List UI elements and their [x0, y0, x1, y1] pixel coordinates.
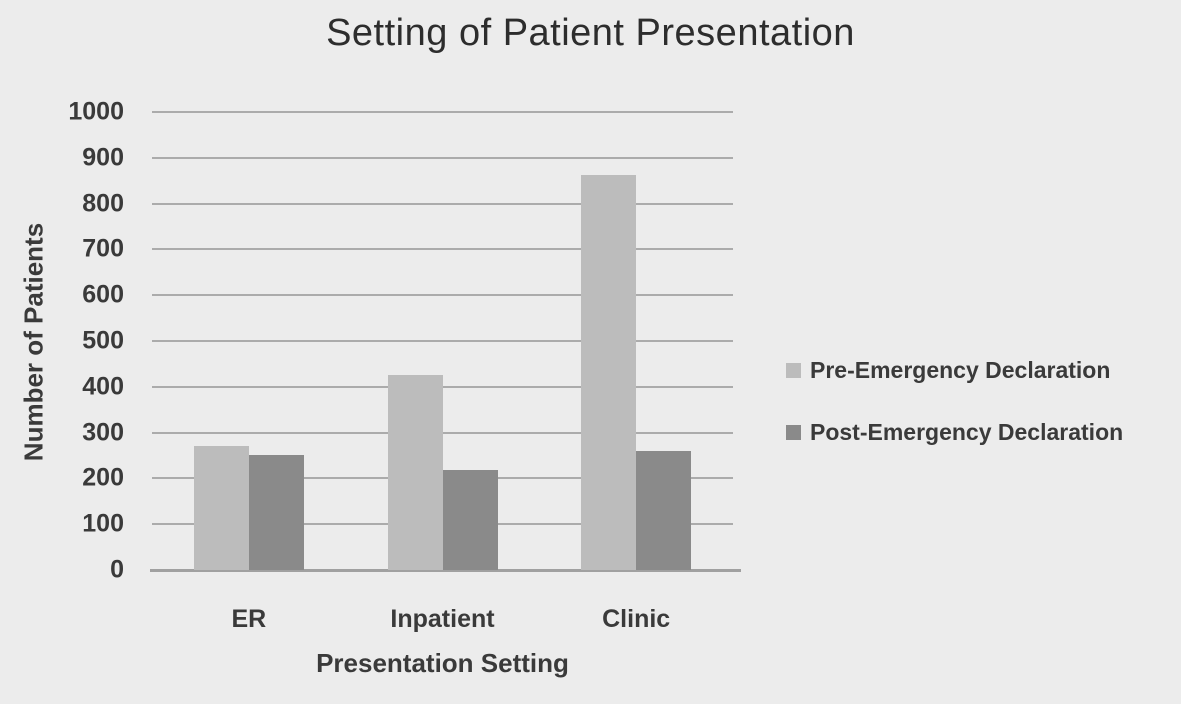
bar-pre-emergency-declaration-inpatient — [387, 374, 443, 570]
y-tick-label-100: 100 — [82, 509, 124, 538]
gridline-600 — [152, 294, 733, 297]
gridline-700 — [152, 248, 733, 251]
bar-post-emergency-declaration-er — [248, 454, 304, 570]
x-axis-title: Presentation Setting — [316, 648, 569, 678]
gridline-1000 — [152, 111, 733, 113]
plot-area — [150, 111, 741, 572]
legend-label: Pre-Emergency Declaration — [810, 356, 1111, 383]
y-axis-ticks: 0 100 200 300 400 500 600 700 800 900 1000 — [0, 99, 138, 582]
chart-title: Setting of Patient Presentation — [326, 12, 855, 54]
y-tick-label-1000: 1000 — [68, 97, 124, 126]
bar-pre-emergency-declaration-er — [193, 446, 249, 570]
x-axis-line — [150, 569, 741, 572]
y-tick-label-900: 900 — [82, 143, 124, 172]
y-tick-label-0: 0 — [110, 555, 124, 584]
y-tick-label-400: 400 — [82, 372, 124, 401]
y-tick-label-200: 200 — [82, 463, 124, 492]
bar-pre-emergency-declaration-clinic — [581, 175, 637, 570]
gridline-800 — [152, 202, 733, 205]
x-tick-label-er: ER — [231, 605, 267, 633]
legend-item-post-emergency-declaration: Post-Emergency Declaration — [786, 418, 1123, 446]
x-tick-label-inpatient: Inpatient — [390, 605, 495, 633]
y-tick-label-800: 800 — [82, 189, 124, 218]
legend: Pre-Emergency Declaration Post-Emergency … — [786, 356, 1123, 480]
legend-swatch-icon — [786, 424, 801, 440]
legend-swatch-icon — [786, 362, 801, 378]
gridline-900 — [152, 156, 733, 159]
gridline-400 — [152, 385, 733, 388]
y-tick-label-700: 700 — [82, 234, 124, 263]
y-tick-label-300: 300 — [82, 418, 124, 447]
gridline-300 — [152, 431, 733, 434]
bar-post-emergency-declaration-clinic — [636, 451, 692, 570]
y-tick-label-500: 500 — [82, 326, 124, 355]
x-tick-label-clinic: Clinic — [602, 605, 671, 633]
legend-item-pre-emergency-declaration: Pre-Emergency Declaration — [786, 356, 1123, 384]
legend-label: Post-Emergency Declaration — [810, 418, 1124, 445]
y-tick-label-600: 600 — [82, 280, 124, 309]
gridline-500 — [152, 340, 733, 342]
bar-post-emergency-declaration-inpatient — [442, 469, 498, 570]
